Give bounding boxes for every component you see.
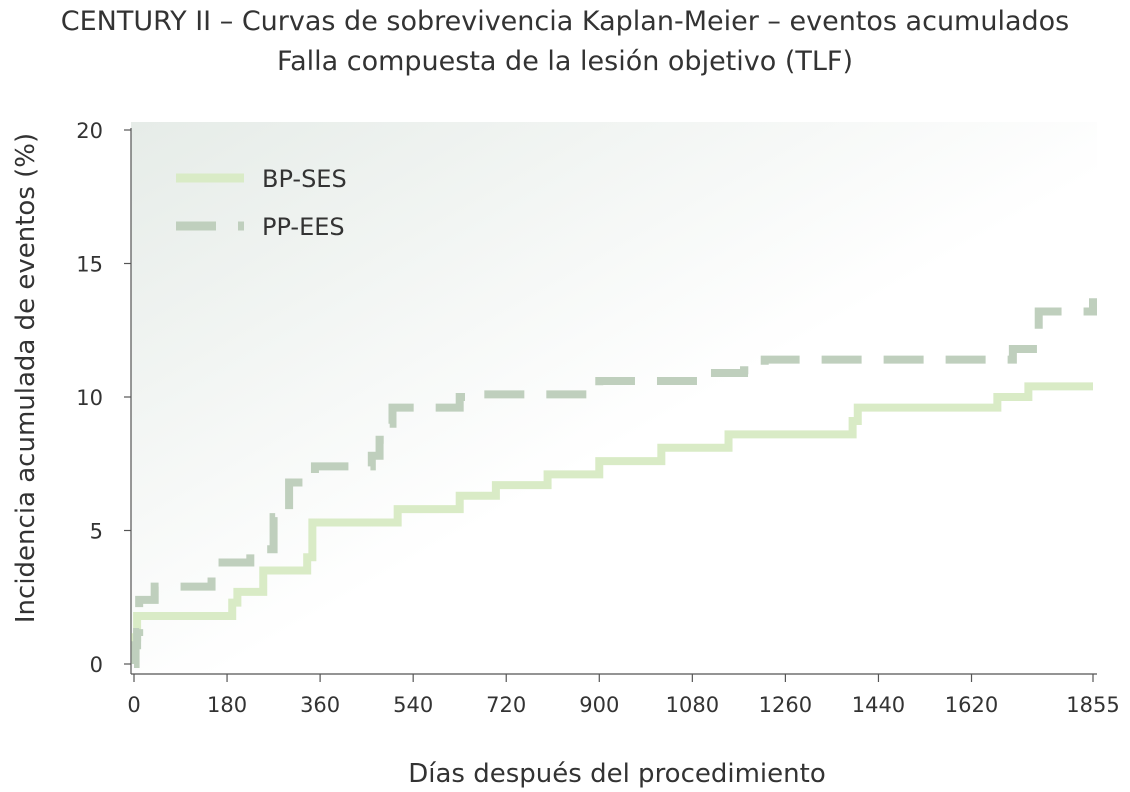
y-tick-label: 0 bbox=[90, 653, 103, 677]
y-tick-label: 5 bbox=[90, 520, 103, 544]
y-axis-title: Incidencia acumulada de eventos (%) bbox=[11, 133, 41, 623]
x-tick-label: 540 bbox=[393, 693, 433, 717]
x-tick-label: 720 bbox=[486, 693, 526, 717]
x-tick-label: 180 bbox=[207, 693, 247, 717]
x-tick-label: 1080 bbox=[666, 693, 719, 717]
legend: BP-SES PP-EES bbox=[176, 165, 347, 241]
legend-label: BP-SES bbox=[262, 165, 347, 193]
series-line-pp-ees bbox=[131, 298, 1097, 668]
x-tick-label: 1260 bbox=[759, 693, 812, 717]
x-tick-label: 360 bbox=[300, 693, 340, 717]
series-line-bp-ses bbox=[131, 382, 1093, 668]
x-tick-label: 1620 bbox=[945, 693, 998, 717]
y-tick-label: 15 bbox=[76, 253, 103, 277]
y-tick-label: 10 bbox=[76, 386, 103, 410]
legend-label: PP-EES bbox=[262, 213, 345, 241]
plot-area bbox=[131, 122, 1097, 670]
x-tick-label: 1440 bbox=[852, 693, 905, 717]
x-tick-label: 1855 bbox=[1066, 693, 1119, 717]
chart-subtitle: Falla compuesta de la lesión objetivo (T… bbox=[277, 46, 853, 77]
y-tick-label: 20 bbox=[76, 119, 103, 143]
x-tick-label: 900 bbox=[579, 693, 619, 717]
chart-title: CENTURY II – Curvas de sobrevivencia Kap… bbox=[60, 6, 1070, 37]
x-tick-label: 0 bbox=[127, 693, 140, 717]
x-axis-title: Días después del procedimiento bbox=[408, 759, 826, 789]
